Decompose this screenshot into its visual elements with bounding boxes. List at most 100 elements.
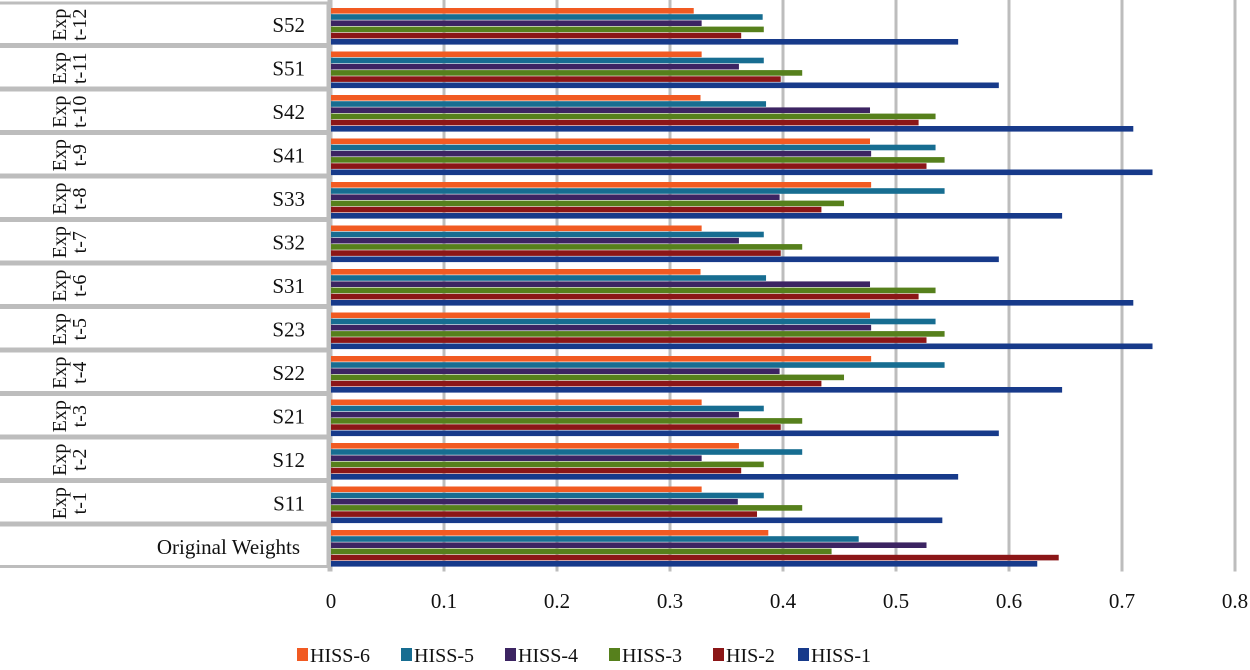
bar-hiss-3-s41 [331,157,945,163]
bar-his-2-s22 [331,380,822,387]
bar-hiss-4-s51 [331,63,739,70]
bar-hiss-1-s52 [331,39,959,45]
category-label: S23 [272,317,305,341]
group-label: Expt-4 [49,357,91,389]
legend-label: HISS-3 [622,645,682,667]
x-tick-label: 0.1 [431,589,457,613]
x-tick-label: 0.5 [883,589,909,613]
legend-label: HISS-6 [310,645,370,667]
legend-swatch [401,648,412,661]
bar-hiss-3-s23 [331,331,945,337]
bar-hiss-1-s21 [331,430,999,437]
bar-hiss-4-s33 [331,194,780,200]
bar-hiss-6-s42 [331,95,701,101]
x-tick-label: 0.4 [770,589,797,613]
bar-hiss-6-original-weights [331,530,769,536]
group-label: Expt-7 [49,226,91,258]
bar-hiss-6-s33 [331,182,872,188]
bar-hiss-1-s11 [331,517,943,524]
bar-his-2-s11 [331,511,758,517]
bar-hiss-3-s31 [331,287,936,294]
bar-hiss-4-s21 [331,411,739,418]
bar-hiss-5-s51 [331,57,764,64]
category-label: S32 [272,230,305,254]
x-tick-label: 0.7 [1109,589,1135,613]
bar-hiss-6-s31 [331,269,701,275]
category-label: S33 [272,187,305,211]
bar-hiss-5-s33 [331,188,945,194]
legend-swatch [798,648,809,661]
category-cell [0,480,330,525]
bar-hiss-1-s42 [331,126,1134,132]
category-cell [0,523,330,568]
bar-hiss-5-s31 [331,275,767,281]
legend-swatch [609,648,620,661]
bar-hiss-4-s22 [331,368,780,374]
bar-hiss-5-s12 [331,449,803,455]
legend-swatch [713,648,724,661]
category-label: Original Weights [157,535,300,559]
bar-hiss-5-s32 [331,231,764,238]
bar-hiss-5-s42 [331,101,767,107]
bar-hiss-4-s32 [331,237,739,244]
bar-hiss-3-s52 [331,26,764,33]
bar-his-2-s23 [331,337,927,343]
bar-hiss-4-s31 [331,281,871,287]
category-label: S42 [272,100,305,124]
bar-hiss-6-s41 [331,138,871,145]
group-label: Expt-9 [49,139,91,171]
bar-hiss-5-s41 [331,144,936,151]
bar-hiss-3-s21 [331,418,803,424]
bar-hiss-6-s21 [331,399,702,406]
bar-hiss-1-original-weights [331,561,1038,567]
bar-hiss-4-s23 [331,324,872,331]
group-label: Expt-10 [49,96,91,128]
bar-hiss-1-s31 [331,300,1134,306]
category-cell [0,132,330,177]
bar-hiss-3-s11 [331,505,803,511]
bar-hiss-3-s22 [331,374,845,381]
bar-hiss-5-s22 [331,362,945,368]
category-label: S41 [272,143,305,167]
bar-hiss-1-s32 [331,256,999,263]
bar-hiss-4-s41 [331,150,872,157]
category-label: S31 [272,274,305,298]
bar-hiss-6-s22 [331,356,872,362]
bar-hiss-4-original-weights [331,542,927,548]
bar-his-2-s52 [331,32,742,39]
bar-hiss-1-s51 [331,82,999,89]
category-label: S21 [272,404,305,428]
bar-hiss-6-s52 [331,8,694,14]
x-tick-label: 0.3 [657,589,683,613]
x-tick-label: 0.6 [996,589,1022,613]
bar-hiss-6-s23 [331,312,871,319]
bar-his-2-s12 [331,467,742,474]
bar-hiss-6-s32 [331,225,702,232]
bar-hiss-3-s51 [331,70,803,76]
group-label: Expt-6 [49,270,91,302]
bar-hiss-5-original-weights [331,536,859,542]
bar-hiss-4-s11 [331,498,738,505]
x-tick-label: 0.2 [544,589,570,613]
bar-his-2-original-weights [331,554,1059,561]
legend-label: HISS-5 [414,645,474,667]
bar-hiss-5-s21 [331,405,764,412]
bar-hiss-5-s23 [331,318,936,325]
bar-hiss-4-s12 [331,455,702,461]
group-label: Expt-1 [49,487,91,519]
bar-his-2-s33 [331,206,822,213]
group-label: Expt-2 [49,444,91,476]
bar-hiss-3-original-weights [331,548,832,555]
bar-hiss-3-s42 [331,113,936,120]
group-label: Expt-3 [49,400,91,432]
group-label: Expt-12 [49,9,91,41]
bar-his-2-s21 [331,424,781,430]
legend-label: HIS-2 [726,645,775,667]
group-label: Expt-11 [49,52,91,84]
category-label: S51 [272,56,305,80]
category-cell [0,436,330,481]
category-cell [0,175,330,220]
bar-hiss-1-s33 [331,213,1063,219]
category-label: S52 [272,13,305,37]
